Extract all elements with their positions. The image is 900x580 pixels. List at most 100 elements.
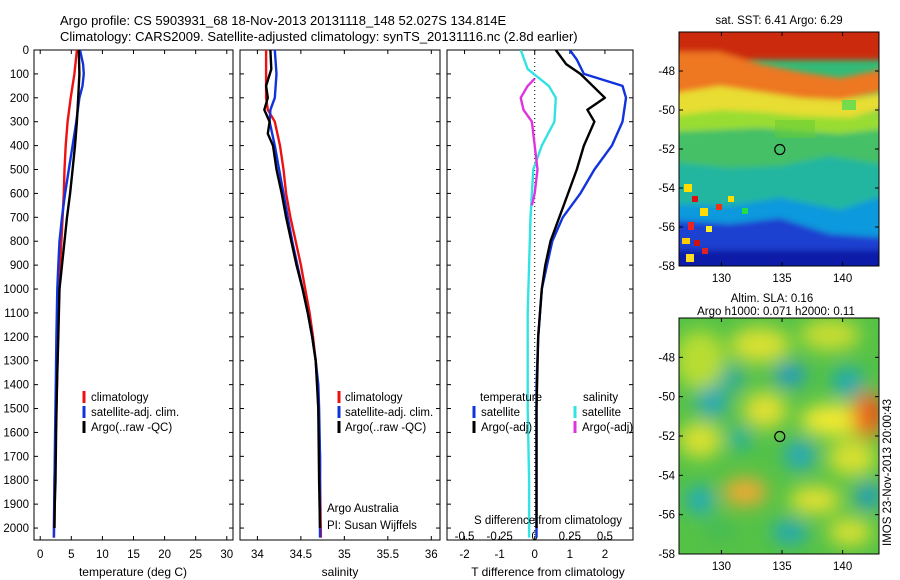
depth-tick-label: 0 xyxy=(23,45,29,57)
sst-map-lat-label: -50 xyxy=(658,105,675,117)
salinity-panel xyxy=(239,49,441,541)
depth-tick-label: 700 xyxy=(10,212,29,224)
depth-tick-label: 1900 xyxy=(3,499,29,511)
depth-tick-label: 400 xyxy=(10,141,29,153)
sst-map-lat-label: -54 xyxy=(658,183,675,195)
difference-panel xyxy=(446,49,634,541)
sla-map-lat-label: -50 xyxy=(658,392,675,404)
temperature-legend: climatology satellite-adj. clim. Argo(..… xyxy=(82,391,179,434)
temperature-x-tick-label: 20 xyxy=(158,549,171,561)
sla-map-lon-label: 130 xyxy=(712,561,731,573)
sla-map-lon-label: 140 xyxy=(833,561,852,573)
s-difference-tick-label: -0.5 xyxy=(455,531,475,543)
salinity-x-tick-label: 36 xyxy=(425,549,438,561)
figure-title-line1: Argo profile: CS 5903931_68 18-Nov-2013 … xyxy=(60,13,507,28)
difference-legend: temperature salinity satellite Argo(-adj… xyxy=(472,392,633,434)
legend-label-t-satellite: satellite xyxy=(481,407,520,419)
salinity-x-tick-label: 34.5 xyxy=(290,549,312,561)
salinity-legend: climatology satellite-adj. clim. Argo(..… xyxy=(337,391,433,434)
temperature-xlabel: temperature (deg C) xyxy=(79,565,187,579)
sla-map-lat-label: -58 xyxy=(658,549,675,561)
sla-map-lon-label: 135 xyxy=(772,561,791,573)
legend-label-satellite: satellite-adj. clim. xyxy=(345,407,433,419)
sla-map-argo-marker xyxy=(774,430,786,443)
depth-tick-label: 1600 xyxy=(3,427,29,439)
depth-tick-label: 1200 xyxy=(3,332,29,344)
depth-tick-label: 100 xyxy=(10,69,29,81)
sla-map-lat-label: -54 xyxy=(658,470,675,482)
sst-map-lon-label: 130 xyxy=(712,273,731,285)
depth-tick-label: 900 xyxy=(10,260,29,272)
credit-org: Argo Australia xyxy=(327,503,399,515)
credit-pi: PI: Susan Wijffels xyxy=(327,520,417,532)
depth-tick-label: 500 xyxy=(10,165,29,177)
temperature-x-tick-label: 10 xyxy=(96,549,109,561)
legend-label-satellite: satellite-adj. clim. xyxy=(91,407,179,419)
s-difference-tick-label: 0 xyxy=(532,531,538,543)
sst-map-title: sat. SST: 6.41 Argo: 6.29 xyxy=(715,15,842,27)
legend-label-s-argo: Argo(-adj) xyxy=(582,422,633,434)
sst-map-lat-label: -52 xyxy=(658,144,675,156)
depth-tick-label: 1100 xyxy=(4,308,29,320)
salinity-x-tick-label: 35.5 xyxy=(377,549,399,561)
salinity-series-line xyxy=(263,50,322,529)
sst-map-lat-label: -56 xyxy=(658,222,675,234)
temperature-panel xyxy=(33,49,234,541)
sla-map-title-line1: Altim. SLA: 0.16 xyxy=(731,293,813,305)
depth-tick-label: 600 xyxy=(10,188,29,200)
differences-x-tick-label: 1 xyxy=(567,549,573,561)
sla-map-lat-label: -56 xyxy=(658,510,675,522)
differences-series-line xyxy=(519,50,557,538)
temperature-x-tick-label: 30 xyxy=(220,549,233,561)
difference-xlabel-top: S difference from climatology xyxy=(474,515,622,527)
difference-xlabel-bottom: T difference from climatology xyxy=(471,565,625,579)
differences-series-line xyxy=(519,77,539,206)
sst-map-lon-label: 140 xyxy=(833,273,852,285)
sst-map-lat-label: -58 xyxy=(658,261,675,273)
depth-tick-label: 1500 xyxy=(3,404,29,416)
sla-map-lat-label: -52 xyxy=(658,431,675,443)
sla-map-title-line2: Argo h1000: 0.071 h2000: 0.11 xyxy=(697,306,855,318)
depth-tick-label: 1400 xyxy=(3,380,29,392)
depth-tick-label: 1000 xyxy=(3,284,29,296)
differences-series-line xyxy=(535,50,607,528)
depth-tick-label: 1300 xyxy=(3,356,29,368)
differences-x-tick-label: -2 xyxy=(459,549,469,561)
temperature-x-tick-label: 15 xyxy=(127,549,140,561)
legend-label-climatology: climatology xyxy=(345,392,403,404)
sla-map-lat-label: -48 xyxy=(658,352,675,364)
temperature-x-tick-label: 5 xyxy=(68,549,74,561)
differences-x-tick-label: -1 xyxy=(495,549,505,561)
legend-label-s-satellite: satellite xyxy=(582,407,621,419)
sst-map-argo-marker xyxy=(774,143,786,156)
legend-label-argo: Argo(..raw -QC) xyxy=(91,422,172,434)
depth-tick-label: 200 xyxy=(10,93,29,105)
s-difference-tick-label: -0.25 xyxy=(487,531,513,543)
temperature-x-tick-label: 25 xyxy=(189,549,202,561)
sst-map-lon-label: 135 xyxy=(772,273,791,285)
s-difference-tick-label: 0.5 xyxy=(597,531,613,543)
depth-tick-label: 1800 xyxy=(3,475,29,487)
differences-x-tick-label: 0 xyxy=(532,549,538,561)
figure-title-line2: Climatology: CARS2009. Satellite-adjuste… xyxy=(60,29,578,44)
legend-label-t-argo: Argo(-adj) xyxy=(481,422,532,434)
temperature-x-tick-label: 0 xyxy=(37,549,43,561)
legend-label-climatology: climatology xyxy=(91,392,149,404)
depth-tick-label: 300 xyxy=(10,117,29,129)
legend-title-temperature: temperature xyxy=(480,392,542,404)
sla-map-image xyxy=(679,318,879,554)
depth-tick-label: 1700 xyxy=(3,451,29,463)
depth-tick-label: 2000 xyxy=(3,523,29,535)
sst-map-lat-label: -48 xyxy=(658,66,675,78)
salinity-x-tick-label: 35 xyxy=(338,549,351,561)
timestamp: IMOS 23-Nov-2013 20:00:43 xyxy=(882,399,894,546)
temperature-series-line xyxy=(53,50,81,529)
s-difference-tick-label: 0.25 xyxy=(559,531,581,543)
sst-map-image xyxy=(679,32,879,266)
legend-label-argo: Argo(..raw -QC) xyxy=(345,422,426,434)
legend-title-salinity: salinity xyxy=(583,392,618,404)
depth-tick-label: 800 xyxy=(10,236,29,248)
differences-x-tick-label: 2 xyxy=(602,549,608,561)
salinity-x-tick-label: 34 xyxy=(251,549,264,561)
